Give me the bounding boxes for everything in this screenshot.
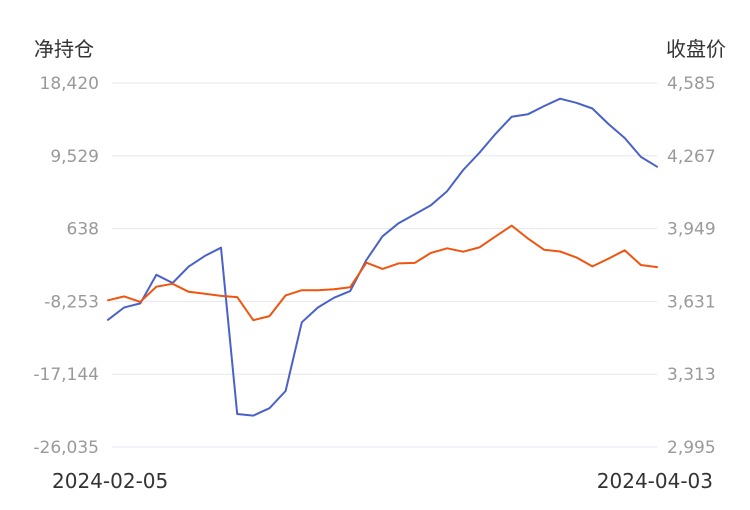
x-start-label: 2024-02-05 [52,469,168,493]
left-axis-title: 净持仓 [34,37,94,61]
left-tick-label: -8,253 [44,292,99,312]
left-tick-label: 18,420 [40,74,99,94]
right-tick-label: 4,267 [667,147,716,167]
left-tick-label: 9,529 [50,147,99,167]
right-tick-label: 3,313 [667,365,716,385]
right-tick-label: 4,585 [667,74,716,94]
series-lines [107,97,658,417]
close-price-line [107,224,658,322]
right-tick-label: 3,949 [667,220,716,240]
left-tick-label: -26,035 [33,438,99,458]
net-position-line [107,97,658,417]
x-end-label: 2024-04-03 [597,469,713,493]
tick-labels: 18,420 4,585 9,529 4,267 638 3,949 -8,253 3,631… [33,74,715,458]
left-tick-label: -17,144 [33,365,99,385]
right-tick-label: 2,995 [667,438,716,458]
gridlines [112,82,657,448]
left-tick-label: 638 [67,220,99,240]
right-tick-label: 3,631 [667,292,716,312]
right-axis-title: 收盘价 [666,37,726,61]
